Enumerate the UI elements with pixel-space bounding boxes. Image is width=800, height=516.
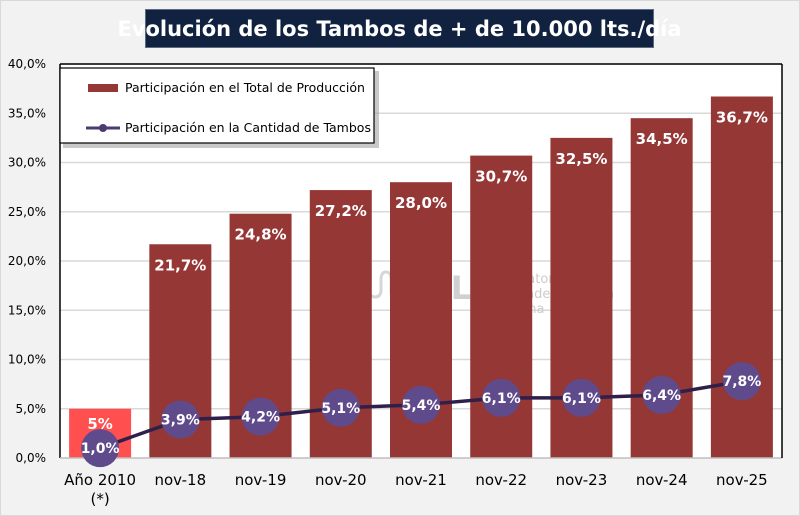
line-marker [402, 385, 440, 424]
line-series: 1,0% 3,9% 4,2% 5,1% 5,4% 6,1% 6,1% 6,4% 7,8% [81, 362, 761, 468]
line-data-label: 4,2% [241, 410, 280, 426]
line-marker [482, 378, 521, 417]
x-tick-label: nov-22 [475, 471, 527, 489]
bar-series [69, 96, 773, 459]
line-data-label: 3,9% [161, 413, 200, 429]
line-marker [321, 388, 360, 427]
bar-data-label: 32,5% [555, 150, 607, 168]
y-tick-label: 0,0% [16, 451, 47, 465]
chart-title: Evolución de los Tambos de + de 10.000 l… [117, 9, 682, 48]
bar-data-label: 21,7% [154, 256, 206, 274]
bar [710, 96, 773, 458]
x-tick-label: Año 2010 [64, 471, 136, 489]
x-tick-label: nov-25 [716, 471, 768, 489]
x-tick-label: nov-20 [315, 471, 367, 489]
legend-marker-swatch-icon [99, 124, 107, 132]
x-axis-labels: Año 2010(*) nov-18 nov-19 nov-20 nov-21 nov-2… [64, 471, 768, 508]
bar-data-label: 27,2% [315, 202, 367, 220]
y-tick-label: 20,0% [8, 254, 46, 268]
line-data-label: 6,1% [482, 391, 521, 407]
bar-data-labels: 5% 21,7% 24,8% 27,2% 28,0% 30,7% 32,5% 34,5% 36,… [87, 109, 768, 433]
line-data-label: 6,4% [642, 388, 681, 404]
x-tick-label: nov-19 [235, 471, 287, 489]
x-tick-label: (*) [91, 490, 110, 508]
bar-data-label: 30,7% [475, 168, 527, 186]
y-tick-label: 30,0% [8, 156, 46, 170]
y-tick-label: 15,0% [8, 303, 46, 317]
bar-data-label: 36,7% [716, 109, 768, 127]
bar-data-label: 34,5% [636, 130, 688, 148]
x-tick-label: nov-21 [395, 471, 447, 489]
line-marker [722, 362, 761, 401]
bar-data-label: 28,0% [395, 194, 447, 212]
y-axis-ticks: 0,0% 5,0% 10,0% 15,0% 20,0% 25,0% 30,0% 35,0% 40… [8, 57, 46, 465]
line-marker [241, 397, 280, 436]
line-data-label: 5,4% [402, 398, 441, 414]
legend: Participación en el Total de Producción P… [59, 67, 379, 148]
legend-box [59, 67, 375, 144]
y-tick-label: 40,0% [8, 57, 46, 71]
line-data-label: 1,0% [81, 441, 120, 457]
line-marker [161, 400, 200, 439]
x-tick-label: nov-18 [154, 471, 206, 489]
bar-data-label: 24,8% [235, 226, 287, 244]
line-data-label: 5,1% [321, 401, 360, 417]
bar-data-label: 5% [87, 415, 112, 433]
y-tick-label: 25,0% [8, 205, 46, 219]
legend-item-line: Participación en la Cantidad de Tambos [125, 120, 371, 135]
legend-item-bar: Participación en el Total de Producción [125, 80, 365, 95]
y-tick-label: 35,0% [8, 106, 46, 120]
line-marker [562, 378, 601, 417]
line-data-label: 7,8% [722, 374, 761, 390]
legend-bar-swatch-icon [88, 84, 118, 92]
x-tick-label: nov-23 [556, 471, 608, 489]
line-marker [642, 375, 681, 414]
x-tick-label: nov-24 [636, 471, 688, 489]
line-marker [81, 429, 120, 468]
line-data-label: 6,1% [562, 391, 601, 407]
y-tick-label: 5,0% [16, 402, 47, 416]
y-tick-label: 10,0% [8, 353, 46, 367]
